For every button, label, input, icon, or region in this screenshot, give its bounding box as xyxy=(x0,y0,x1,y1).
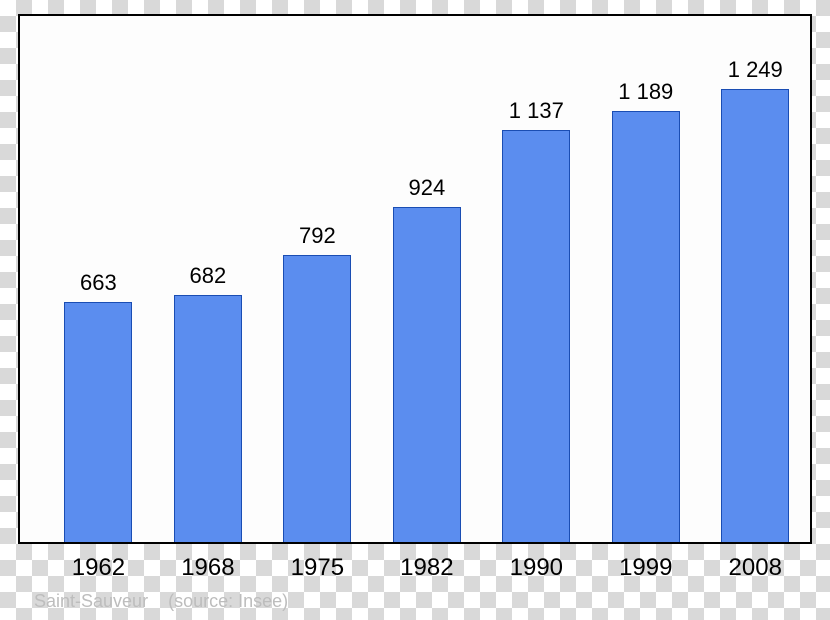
chart-frame: 663 682 792 924 1 137 1 189 1 249 xyxy=(18,14,812,544)
bar: 792 xyxy=(283,255,351,542)
x-axis-label: 1962 xyxy=(72,554,125,582)
x-axis-label: 1982 xyxy=(400,554,453,582)
x-axis-label: 1975 xyxy=(291,554,344,582)
bar: 682 xyxy=(174,295,242,542)
bar-value-label: 792 xyxy=(299,223,336,249)
bar: 924 xyxy=(393,207,461,542)
footer-note: Saint-Sauveur (source: Insee) xyxy=(34,591,288,612)
x-axis-label: 2008 xyxy=(729,554,782,582)
bar: 1 249 xyxy=(721,89,789,542)
bar-value-label: 1 249 xyxy=(728,57,783,83)
chart-plot-area: 663 682 792 924 1 137 1 189 1 249 xyxy=(20,16,810,542)
x-axis-labels: 1962 1968 1975 1982 1990 1999 2008 xyxy=(20,554,810,584)
bars-container: 663 682 792 924 1 137 1 189 1 249 xyxy=(20,16,810,542)
canvas: 663 682 792 924 1 137 1 189 1 249 1962 1968 1975… xyxy=(0,0,830,620)
bar: 663 xyxy=(64,302,132,543)
bar-value-label: 1 137 xyxy=(509,98,564,124)
bar-value-label: 682 xyxy=(190,263,227,289)
bar: 1 189 xyxy=(612,111,680,542)
bar-value-label: 1 189 xyxy=(618,79,673,105)
x-axis-label: 1990 xyxy=(510,554,563,582)
x-axis-label: 1968 xyxy=(181,554,234,582)
bar-value-label: 924 xyxy=(408,175,445,201)
bar: 1 137 xyxy=(502,130,570,542)
footer-location: Saint-Sauveur xyxy=(34,591,148,611)
footer-source: (source: Insee) xyxy=(168,591,288,611)
x-axis-label: 1999 xyxy=(619,554,672,582)
bar-value-label: 663 xyxy=(80,270,117,296)
